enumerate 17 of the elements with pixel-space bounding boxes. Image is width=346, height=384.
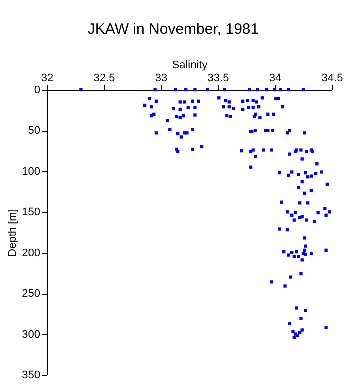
x-tick-label: 33 [155, 72, 168, 84]
y-tick-label: 50 [28, 125, 40, 138]
x-tick-label: 34.5 [322, 72, 344, 84]
chart-title: JKAW in November, 1981 [88, 21, 260, 38]
y-tick-label: 300 [22, 328, 40, 341]
y-axis-title: Depth [m] [7, 209, 20, 257]
x-tick-label: 34 [269, 72, 282, 84]
x-tick-label: 33.5 [208, 72, 230, 84]
x-tick-label: 32 [41, 72, 54, 84]
y-tick-label: 200 [22, 247, 40, 260]
y-tick-label: 100 [22, 166, 40, 178]
y-tick-label: 350 [22, 370, 40, 382]
y-tick-label: 0 [34, 84, 40, 96]
x-tick-label: 32.5 [94, 72, 116, 84]
y-tick-label: 150 [22, 206, 40, 219]
y-tick-label: 250 [22, 288, 40, 300]
x-axis-title: Salinity [172, 60, 208, 72]
